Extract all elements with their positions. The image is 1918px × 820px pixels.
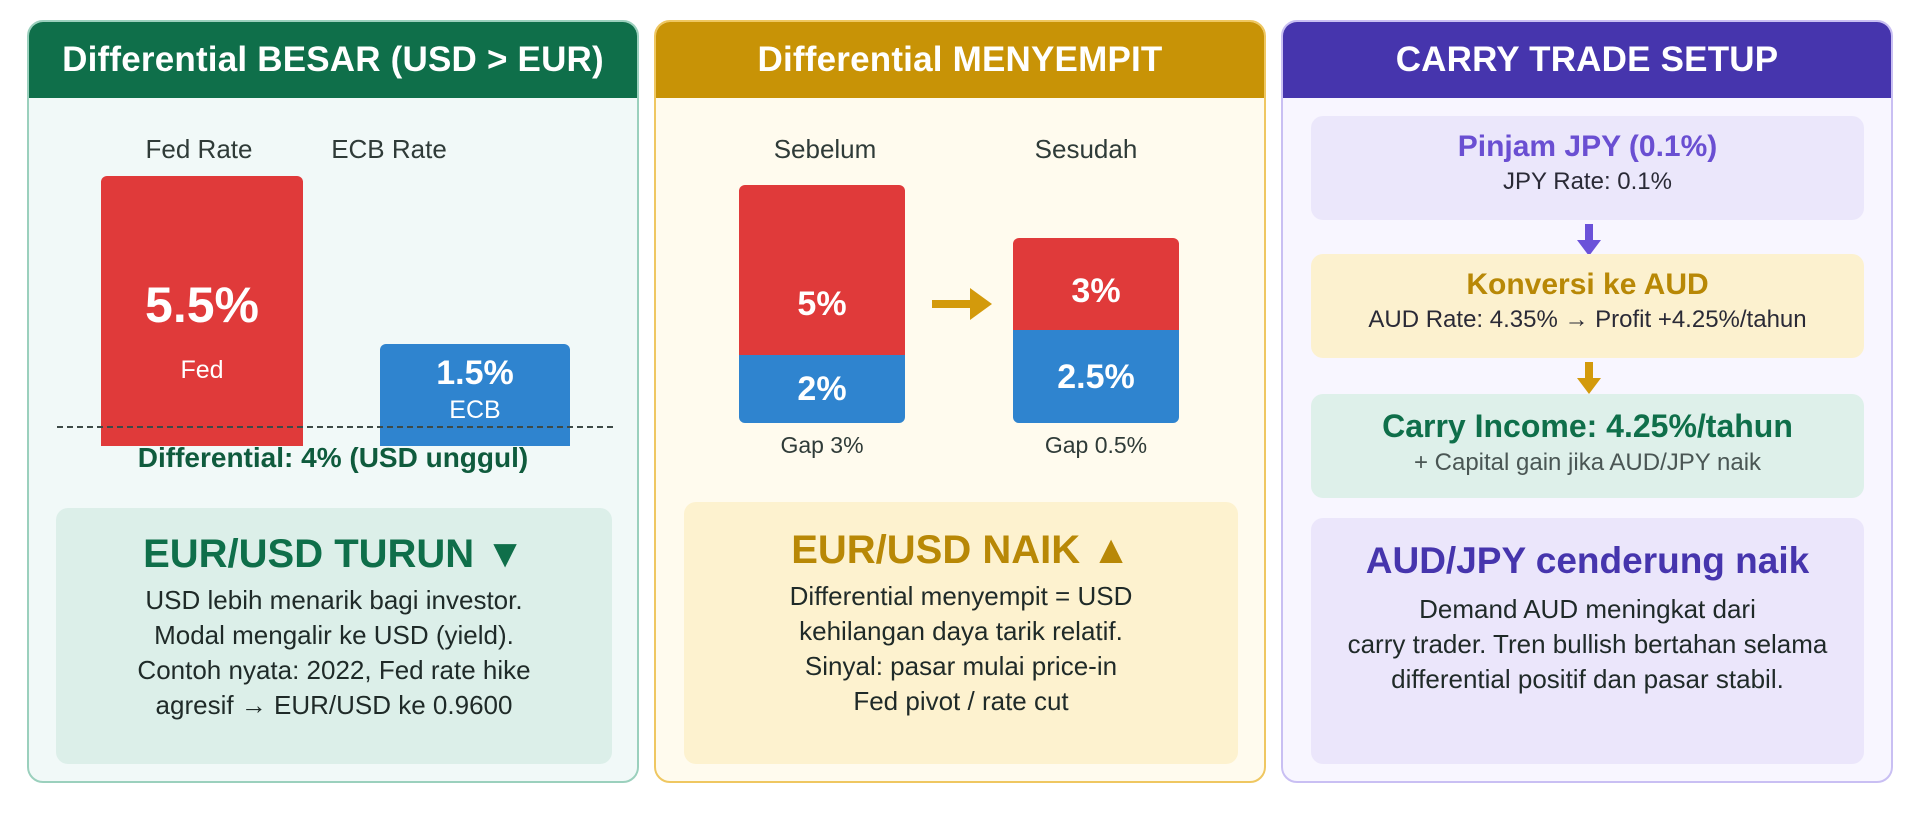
ecb-rate-value: 1.5% — [436, 354, 514, 392]
result-line: agresif → EUR/USD ke 0.9600 — [155, 690, 513, 720]
step-sub: + Capital gain jika AUD/JPY naik — [1413, 449, 1762, 476]
after-gap-label: Gap 0.5% — [1044, 432, 1148, 458]
after-ecb-value: 2.5% — [1057, 358, 1135, 396]
step-carry-income: Carry Income: 4.25%/tahun + Capital gain… — [1311, 394, 1864, 498]
after-ecb-bar: 2.5% — [1013, 330, 1179, 423]
panel-header: CARRY TRADE SETUP — [1283, 22, 1891, 98]
after-stack: 3% 2.5% — [1013, 238, 1179, 423]
result-line: Contoh nyata: 2022, Fed rate hike — [137, 655, 531, 685]
result-line: Demand AUD meningkat dari — [1419, 594, 1756, 624]
arrow-down-icon — [1577, 224, 1601, 256]
result-line: differential positif dan pasar stabil. — [1391, 664, 1784, 694]
before-ecb-bar: 2% — [739, 355, 905, 423]
ecb-bar-sub: ECB — [449, 396, 501, 424]
before-label: Sebelum — [773, 134, 877, 164]
panel-narrowing-differential: Differential MENYEMPIT Sebelum Sesudah 5… — [654, 20, 1266, 783]
arrow-right-icon — [932, 288, 992, 320]
after-fed-value: 3% — [1071, 272, 1121, 310]
result-body: USD lebih menarik bagi investor. Modal m… — [56, 583, 612, 723]
panel-header: Differential BESAR (USD > EUR) — [29, 22, 637, 98]
after-fed-bar: 3% — [1013, 238, 1179, 330]
result-line: Sinyal: pasar mulai price-in — [804, 651, 1118, 681]
panel-large-differential: Differential BESAR (USD > EUR) Fed Rate … — [27, 20, 639, 783]
baseline-divider — [57, 426, 613, 428]
ecb-rate-bar: 1.5% ECB — [380, 344, 570, 446]
fed-bar-sub: Fed — [180, 356, 224, 384]
fed-rate-label: Fed Rate — [145, 134, 253, 164]
fed-rate-bar: 5.5% Fed — [101, 176, 303, 446]
step-sub: AUD Rate: 4.35% → Profit +4.25%/tahun — [1368, 306, 1807, 333]
arrow-down-icon — [1577, 362, 1601, 394]
result-title: EUR/USD NAIK ▲ — [791, 528, 1131, 572]
after-label: Sesudah — [1034, 134, 1138, 164]
result-line: Differential menyempit = USD — [789, 581, 1133, 611]
result-title: EUR/USD TURUN ▼ — [143, 532, 525, 576]
ecb-rate-label: ECB Rate — [331, 134, 447, 164]
step-title: Pinjam JPY (0.1%) — [1457, 130, 1718, 163]
result-title: AUD/JPY cenderung naik — [1365, 540, 1810, 581]
panel-header: Differential MENYEMPIT — [656, 22, 1264, 98]
result-line: Fed pivot / rate cut — [853, 686, 1069, 716]
step-convert-aud: Konversi ke AUD AUD Rate: 4.35% → Profit… — [1311, 254, 1864, 358]
step-title: Carry Income: 4.25%/tahun — [1382, 408, 1793, 444]
before-fed-bar: 5% — [739, 185, 905, 355]
result-box: EUR/USD TURUN ▼ USD lebih menarik bagi i… — [56, 508, 612, 764]
before-gap-label: Gap 3% — [780, 432, 864, 458]
result-box: EUR/USD NAIK ▲ Differential menyempit = … — [684, 502, 1238, 764]
panel-carry-trade: CARRY TRADE SETUP Pinjam JPY (0.1%) JPY … — [1281, 20, 1893, 783]
before-ecb-value: 2% — [797, 370, 847, 408]
result-body: Demand AUD meningkat dari carry trader. … — [1311, 592, 1864, 697]
before-stack: 5% 2% — [739, 185, 905, 423]
step-borrow-jpy: Pinjam JPY (0.1%) JPY Rate: 0.1% — [1311, 116, 1864, 220]
before-fed-value: 5% — [797, 285, 847, 323]
fed-rate-value: 5.5% — [145, 277, 259, 333]
step-sub: JPY Rate: 0.1% — [1503, 168, 1672, 195]
result-line: USD lebih menarik bagi investor. — [145, 585, 523, 615]
result-body: Differential menyempit = USD kehilangan … — [684, 579, 1238, 719]
result-line: kehilangan daya tarik relatif. — [799, 616, 1123, 646]
result-box: AUD/JPY cenderung naik Demand AUD mening… — [1311, 518, 1864, 764]
result-line: Modal mengalir ke USD (yield). — [154, 620, 514, 650]
result-line: carry trader. Tren bullish bertahan sela… — [1347, 629, 1828, 659]
differential-text: Differential: 4% (USD unggul) — [137, 442, 529, 473]
step-title: Konversi ke AUD — [1466, 268, 1709, 301]
